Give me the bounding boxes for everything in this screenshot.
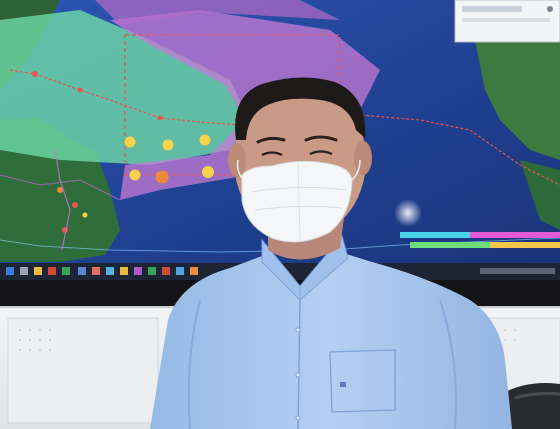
taskbar-icon (6, 267, 555, 275)
person (150, 77, 512, 429)
shirt-pocket (329, 349, 396, 413)
map-legend-bars (400, 232, 560, 248)
hair (235, 77, 366, 140)
face-mask (241, 160, 353, 243)
overlay-panel-icon (547, 6, 553, 12)
map-overlay-panel (454, 0, 560, 43)
storm-track-points (32, 71, 214, 233)
screen-glare (394, 199, 422, 227)
shirt (150, 252, 512, 429)
land-east (475, 20, 560, 160)
forecast-cone-green (0, 10, 250, 165)
office-chair (505, 383, 560, 429)
